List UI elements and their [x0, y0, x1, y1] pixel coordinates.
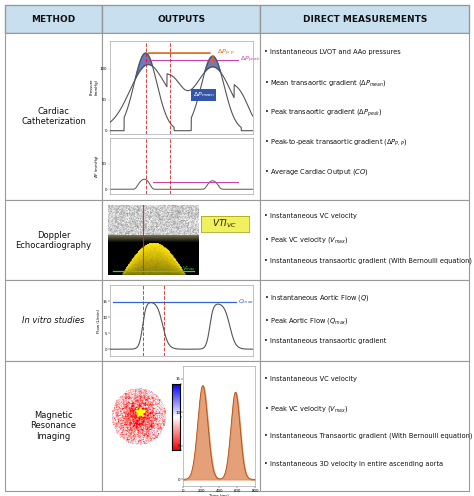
Text: • Instantaneous 3D velocity in entire ascending aorta: • Instantaneous 3D velocity in entire as…: [264, 461, 443, 467]
Bar: [260, 280, 469, 361]
Text: $\Delta P_{p,p}$: $\Delta P_{p,p}$: [217, 48, 235, 58]
Y-axis label: Flow (L/min): Flow (L/min): [97, 309, 100, 332]
Text: In vitro studies: In vitro studies: [22, 316, 85, 325]
Y-axis label: Pressure
(mmHg): Pressure (mmHg): [90, 79, 98, 95]
Bar: [5, 5, 102, 33]
Text: • Instantaneous transaortic gradient: • Instantaneous transaortic gradient: [264, 338, 386, 344]
Text: • Instantaneous Transaortic gradient (With Bernoulli equation): • Instantaneous Transaortic gradient (Wi…: [264, 433, 473, 439]
Bar: [260, 200, 469, 280]
Bar: [5, 361, 102, 491]
Bar: [260, 33, 469, 200]
Text: • Instantaneous LVOT and AAo pressures: • Instantaneous LVOT and AAo pressures: [264, 49, 401, 55]
Text: • Peak transaortic gradient ($\Delta P_{peak}$): • Peak transaortic gradient ($\Delta P_{…: [264, 108, 383, 119]
Text: • Instantaneous VC velocity: • Instantaneous VC velocity: [264, 376, 357, 382]
Text: • Mean transaortic gradient ($\Delta P_{mean}$): • Mean transaortic gradient ($\Delta P_{…: [264, 78, 387, 88]
Text: $V_{max}$: $V_{max}$: [182, 264, 196, 273]
Text: • Instantaneous Aortic Flow ($Q$): • Instantaneous Aortic Flow ($Q$): [264, 293, 370, 303]
Bar: [260, 5, 469, 33]
Bar: [102, 361, 260, 491]
Text: Cardiac
Catheterization: Cardiac Catheterization: [21, 107, 86, 126]
X-axis label: Time (ms): Time (ms): [210, 494, 229, 496]
Text: METHOD: METHOD: [31, 14, 76, 23]
Text: • Peak VC velocity ($V_{max}$): • Peak VC velocity ($V_{max}$): [264, 236, 349, 246]
Text: $\Delta P_{mean}$: $\Delta P_{mean}$: [192, 91, 215, 99]
Text: OUTPUTS: OUTPUTS: [157, 14, 205, 23]
Text: • Peak-to-peak transaortic gradient ($\Delta P_{P,P}$): • Peak-to-peak transaortic gradient ($\D…: [264, 137, 407, 147]
Bar: [260, 361, 469, 491]
Bar: [102, 280, 260, 361]
Text: • Average Cardiac Output ($CO$): • Average Cardiac Output ($CO$): [264, 167, 369, 177]
Bar: [5, 280, 102, 361]
Bar: [102, 200, 260, 280]
Text: Magnetic
Resonance
Imaging: Magnetic Resonance Imaging: [30, 411, 76, 440]
Bar: [5, 33, 102, 200]
Text: $Q_{max}$: $Q_{max}$: [238, 298, 255, 307]
Bar: [102, 33, 260, 200]
Text: • Instantaneous VC velocity: • Instantaneous VC velocity: [264, 213, 357, 219]
Bar: [5, 200, 102, 280]
Text: • Instantaneous transaortic gradient (With Bernoulli equation): • Instantaneous transaortic gradient (Wi…: [264, 258, 472, 264]
Text: DIRECT MEASUREMENTS: DIRECT MEASUREMENTS: [302, 14, 427, 23]
Text: $VTI_{VC}$: $VTI_{VC}$: [212, 218, 237, 231]
Text: Doppler
Echocardiography: Doppler Echocardiography: [16, 231, 91, 250]
Text: • Peak VC velocity ($V_{max}$): • Peak VC velocity ($V_{max}$): [264, 404, 349, 414]
Text: • Peak Aortic Flow ($Q_{max}$): • Peak Aortic Flow ($Q_{max}$): [264, 315, 349, 325]
Text: $\Delta P_{peak}$: $\Delta P_{peak}$: [240, 55, 261, 65]
Y-axis label: $\Delta P$ (mmHg): $\Delta P$ (mmHg): [93, 154, 101, 178]
Bar: [102, 5, 260, 33]
